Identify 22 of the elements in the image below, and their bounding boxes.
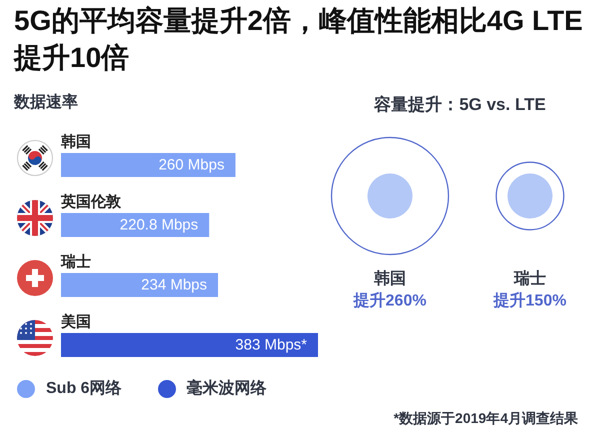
y-tick-label: 英国伦敦: [60, 194, 122, 210]
bar: [61, 333, 318, 357]
category-label: 韩国: [373, 270, 406, 288]
chart-subtitle: 数据速率: [14, 93, 78, 113]
bar: [61, 273, 218, 297]
data-label: 260 Mbps: [158, 156, 224, 174]
text: 容量提升：5G vs. LTE: [373, 94, 547, 116]
legend-label: Sub 6网络: [46, 379, 122, 399]
bar: [61, 153, 236, 177]
data-label: 提升150%: [492, 292, 566, 310]
y-tick-label: 韩国: [60, 134, 91, 150]
category-label: 瑞士: [513, 270, 546, 288]
bar: [61, 213, 210, 237]
text: *数据源于2019年4月调查结果: [394, 409, 578, 428]
data-label: 提升260%: [352, 292, 426, 310]
y-tick-label: 美国: [60, 312, 91, 330]
data-label: 234 Mbps: [141, 276, 208, 294]
data-label: 383 Mbps*: [235, 336, 308, 354]
legend-label: 毫米波网络: [186, 379, 267, 399]
chart-title: 5G的平均容量提升2倍，峰值性能相比4G LTE提升10倍: [14, 4, 584, 75]
data-label: 220.8 Mbps: [120, 216, 198, 234]
y-tick-label: 瑞士: [60, 254, 91, 270]
